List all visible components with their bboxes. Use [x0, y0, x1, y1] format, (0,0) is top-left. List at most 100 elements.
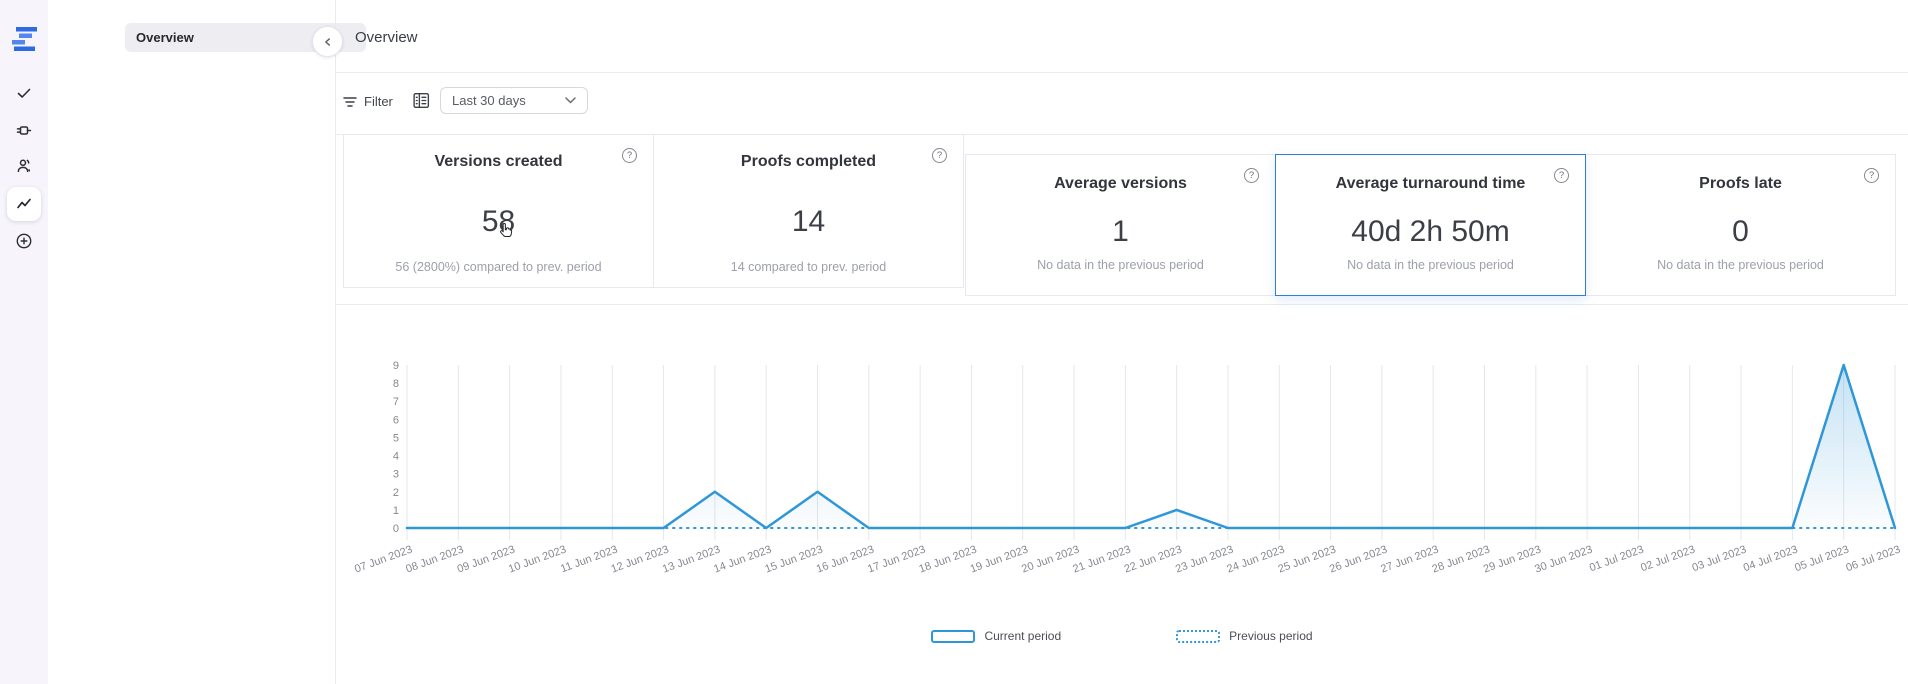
chevron-left-icon — [324, 37, 330, 46]
chart-line-icon — [17, 198, 31, 209]
svg-text:06 Jul 2023: 06 Jul 2023 — [1844, 544, 1902, 575]
svg-text:27 Jun 2023: 27 Jun 2023 — [1379, 544, 1440, 576]
stat-card-average-turnaround-time[interactable]: Average turnaround time 40d 2h 50m No da… — [1275, 154, 1586, 296]
stat-card-title: Proofs completed — [740, 153, 877, 170]
filter-icon — [343, 96, 357, 107]
stat-card-title: Average turnaround time — [1335, 175, 1526, 192]
report-table-button[interactable] — [412, 91, 432, 111]
svg-text:23 Jun 2023: 23 Jun 2023 — [1174, 544, 1235, 576]
svg-text:16 Jun 2023: 16 Jun 2023 — [815, 544, 876, 576]
svg-text:28 Jun 2023: 28 Jun 2023 — [1431, 544, 1492, 576]
svg-text:9: 9 — [393, 360, 399, 372]
svg-text:22 Jun 2023: 22 Jun 2023 — [1123, 544, 1184, 576]
stat-card-value: 58 — [481, 205, 516, 238]
svg-text:3: 3 — [393, 469, 399, 481]
date-range-value: Last 30 days — [452, 93, 526, 108]
svg-text:01 Jul 2023: 01 Jul 2023 — [1588, 544, 1646, 575]
filter-button[interactable]: Filter — [343, 93, 393, 110]
insights-nav-panel: Overview — [48, 0, 366, 684]
svg-text:03 Jul 2023: 03 Jul 2023 — [1691, 544, 1749, 575]
person-icon — [17, 159, 31, 173]
sidebar-item-contacts[interactable] — [7, 149, 41, 183]
stat-card-proofs-completed[interactable]: Proofs completed 14 14 compared to prev.… — [653, 134, 964, 288]
svg-text:4: 4 — [393, 451, 399, 463]
help-icon[interactable]: ? — [1554, 168, 1569, 183]
app-logo[interactable] — [7, 22, 41, 56]
legend-label: Current period — [984, 629, 1062, 643]
header-divider — [336, 72, 1908, 73]
stat-card-subtitle: No data in the previous period — [1657, 258, 1824, 272]
svg-text:29 Jun 2023: 29 Jun 2023 — [1482, 544, 1543, 576]
stat-card-subtitle: No data in the previous period — [1037, 258, 1204, 272]
svg-text:8: 8 — [393, 378, 399, 390]
stat-card-title: Average versions — [1054, 175, 1187, 192]
svg-text:7: 7 — [393, 396, 399, 408]
svg-text:21 Jun 2023: 21 Jun 2023 — [1071, 544, 1132, 576]
checkmark-icon — [17, 88, 31, 98]
svg-text:14 Jun 2023: 14 Jun 2023 — [712, 544, 773, 576]
sidebar-item-automation[interactable] — [7, 114, 41, 148]
svg-text:30 Jun 2023: 30 Jun 2023 — [1533, 544, 1594, 576]
svg-text:20 Jun 2023: 20 Jun 2023 — [1020, 544, 1081, 576]
previous-period-swatch-icon — [1176, 629, 1221, 643]
report-table-icon — [413, 92, 430, 109]
svg-text:02 Jul 2023: 02 Jul 2023 — [1639, 544, 1697, 575]
svg-text:5: 5 — [393, 432, 399, 444]
svg-text:2: 2 — [393, 487, 399, 499]
svg-text:19 Jun 2023: 19 Jun 2023 — [969, 544, 1030, 576]
cards-strip-bottom-border — [336, 304, 1908, 305]
legend-item-previous-period[interactable]: Previous period — [1176, 629, 1313, 643]
stat-card-average-versions[interactable]: Average versions 1 No data in the previo… — [965, 154, 1276, 296]
sidebar-item-insights[interactable] — [7, 187, 41, 221]
svg-text:08 Jun 2023: 08 Jun 2023 — [404, 544, 465, 576]
panel-divider — [335, 0, 336, 684]
help-icon[interactable]: ? — [1864, 168, 1879, 183]
plus-circle-icon — [16, 233, 32, 249]
stat-card-value: 0 — [1732, 215, 1749, 248]
help-icon[interactable]: ? — [622, 148, 637, 163]
page-title: Overview — [355, 29, 418, 46]
help-icon[interactable]: ? — [932, 148, 947, 163]
svg-text:17 Jun 2023: 17 Jun 2023 — [866, 544, 927, 576]
stat-card-proofs-late[interactable]: Proofs late 0 No data in the previous pe… — [1585, 154, 1896, 296]
collapse-panel-button[interactable] — [312, 26, 343, 57]
stat-card-subtitle: 14 compared to prev. period — [730, 260, 887, 274]
cards-strip-top-border — [336, 134, 1908, 135]
icon-rail — [0, 0, 48, 684]
stat-card-versions-created[interactable]: Versions created 58 56 (2800%) compared … — [343, 134, 654, 288]
stat-card-subtitle: 56 (2800%) compared to prev. period — [395, 260, 602, 274]
svg-text:6: 6 — [393, 414, 399, 426]
svg-text:09 Jun 2023: 09 Jun 2023 — [456, 544, 517, 576]
stat-card-subtitle: No data in the previous period — [1347, 258, 1514, 272]
svg-text:11 Jun 2023: 11 Jun 2023 — [559, 544, 619, 576]
svg-text:12 Jun 2023: 12 Jun 2023 — [610, 544, 671, 576]
svg-text:04 Jul 2023: 04 Jul 2023 — [1742, 544, 1800, 575]
svg-text:24 Jun 2023: 24 Jun 2023 — [1225, 544, 1286, 576]
stat-card-value: 1 — [1112, 215, 1129, 248]
svg-text:13 Jun 2023: 13 Jun 2023 — [661, 544, 722, 576]
stat-card-value: 14 — [791, 205, 826, 238]
chart-legend: Current period Previous period — [336, 629, 1908, 643]
chevron-down-icon — [565, 97, 576, 104]
svg-text:26 Jun 2023: 26 Jun 2023 — [1328, 544, 1389, 576]
svg-text:07 Jun 2023: 07 Jun 2023 — [353, 544, 414, 576]
svg-text:10 Jun 2023: 10 Jun 2023 — [507, 544, 568, 576]
help-icon[interactable]: ? — [1244, 168, 1259, 183]
stat-card-value: 40d 2h 50m — [1351, 215, 1510, 248]
svg-text:1: 1 — [393, 505, 399, 517]
svg-text:25 Jun 2023: 25 Jun 2023 — [1277, 544, 1338, 576]
sidebar-item-proofs[interactable] — [7, 76, 41, 110]
svg-text:18 Jun 2023: 18 Jun 2023 — [917, 544, 978, 576]
ziflow-logo-icon — [12, 27, 37, 51]
nav-item-overview-label: Overview — [136, 30, 194, 45]
legend-item-current-period[interactable]: Current period — [931, 629, 1061, 643]
svg-text:0: 0 — [393, 523, 399, 535]
date-range-select[interactable]: Last 30 days — [440, 87, 588, 114]
stat-card-title: Versions created — [434, 153, 563, 170]
sidebar-item-create-new[interactable] — [7, 224, 41, 258]
stat-card-title: Proofs late — [1699, 175, 1782, 192]
svg-text:05 Jul 2023: 05 Jul 2023 — [1793, 544, 1851, 575]
plug-icon — [16, 126, 32, 135]
